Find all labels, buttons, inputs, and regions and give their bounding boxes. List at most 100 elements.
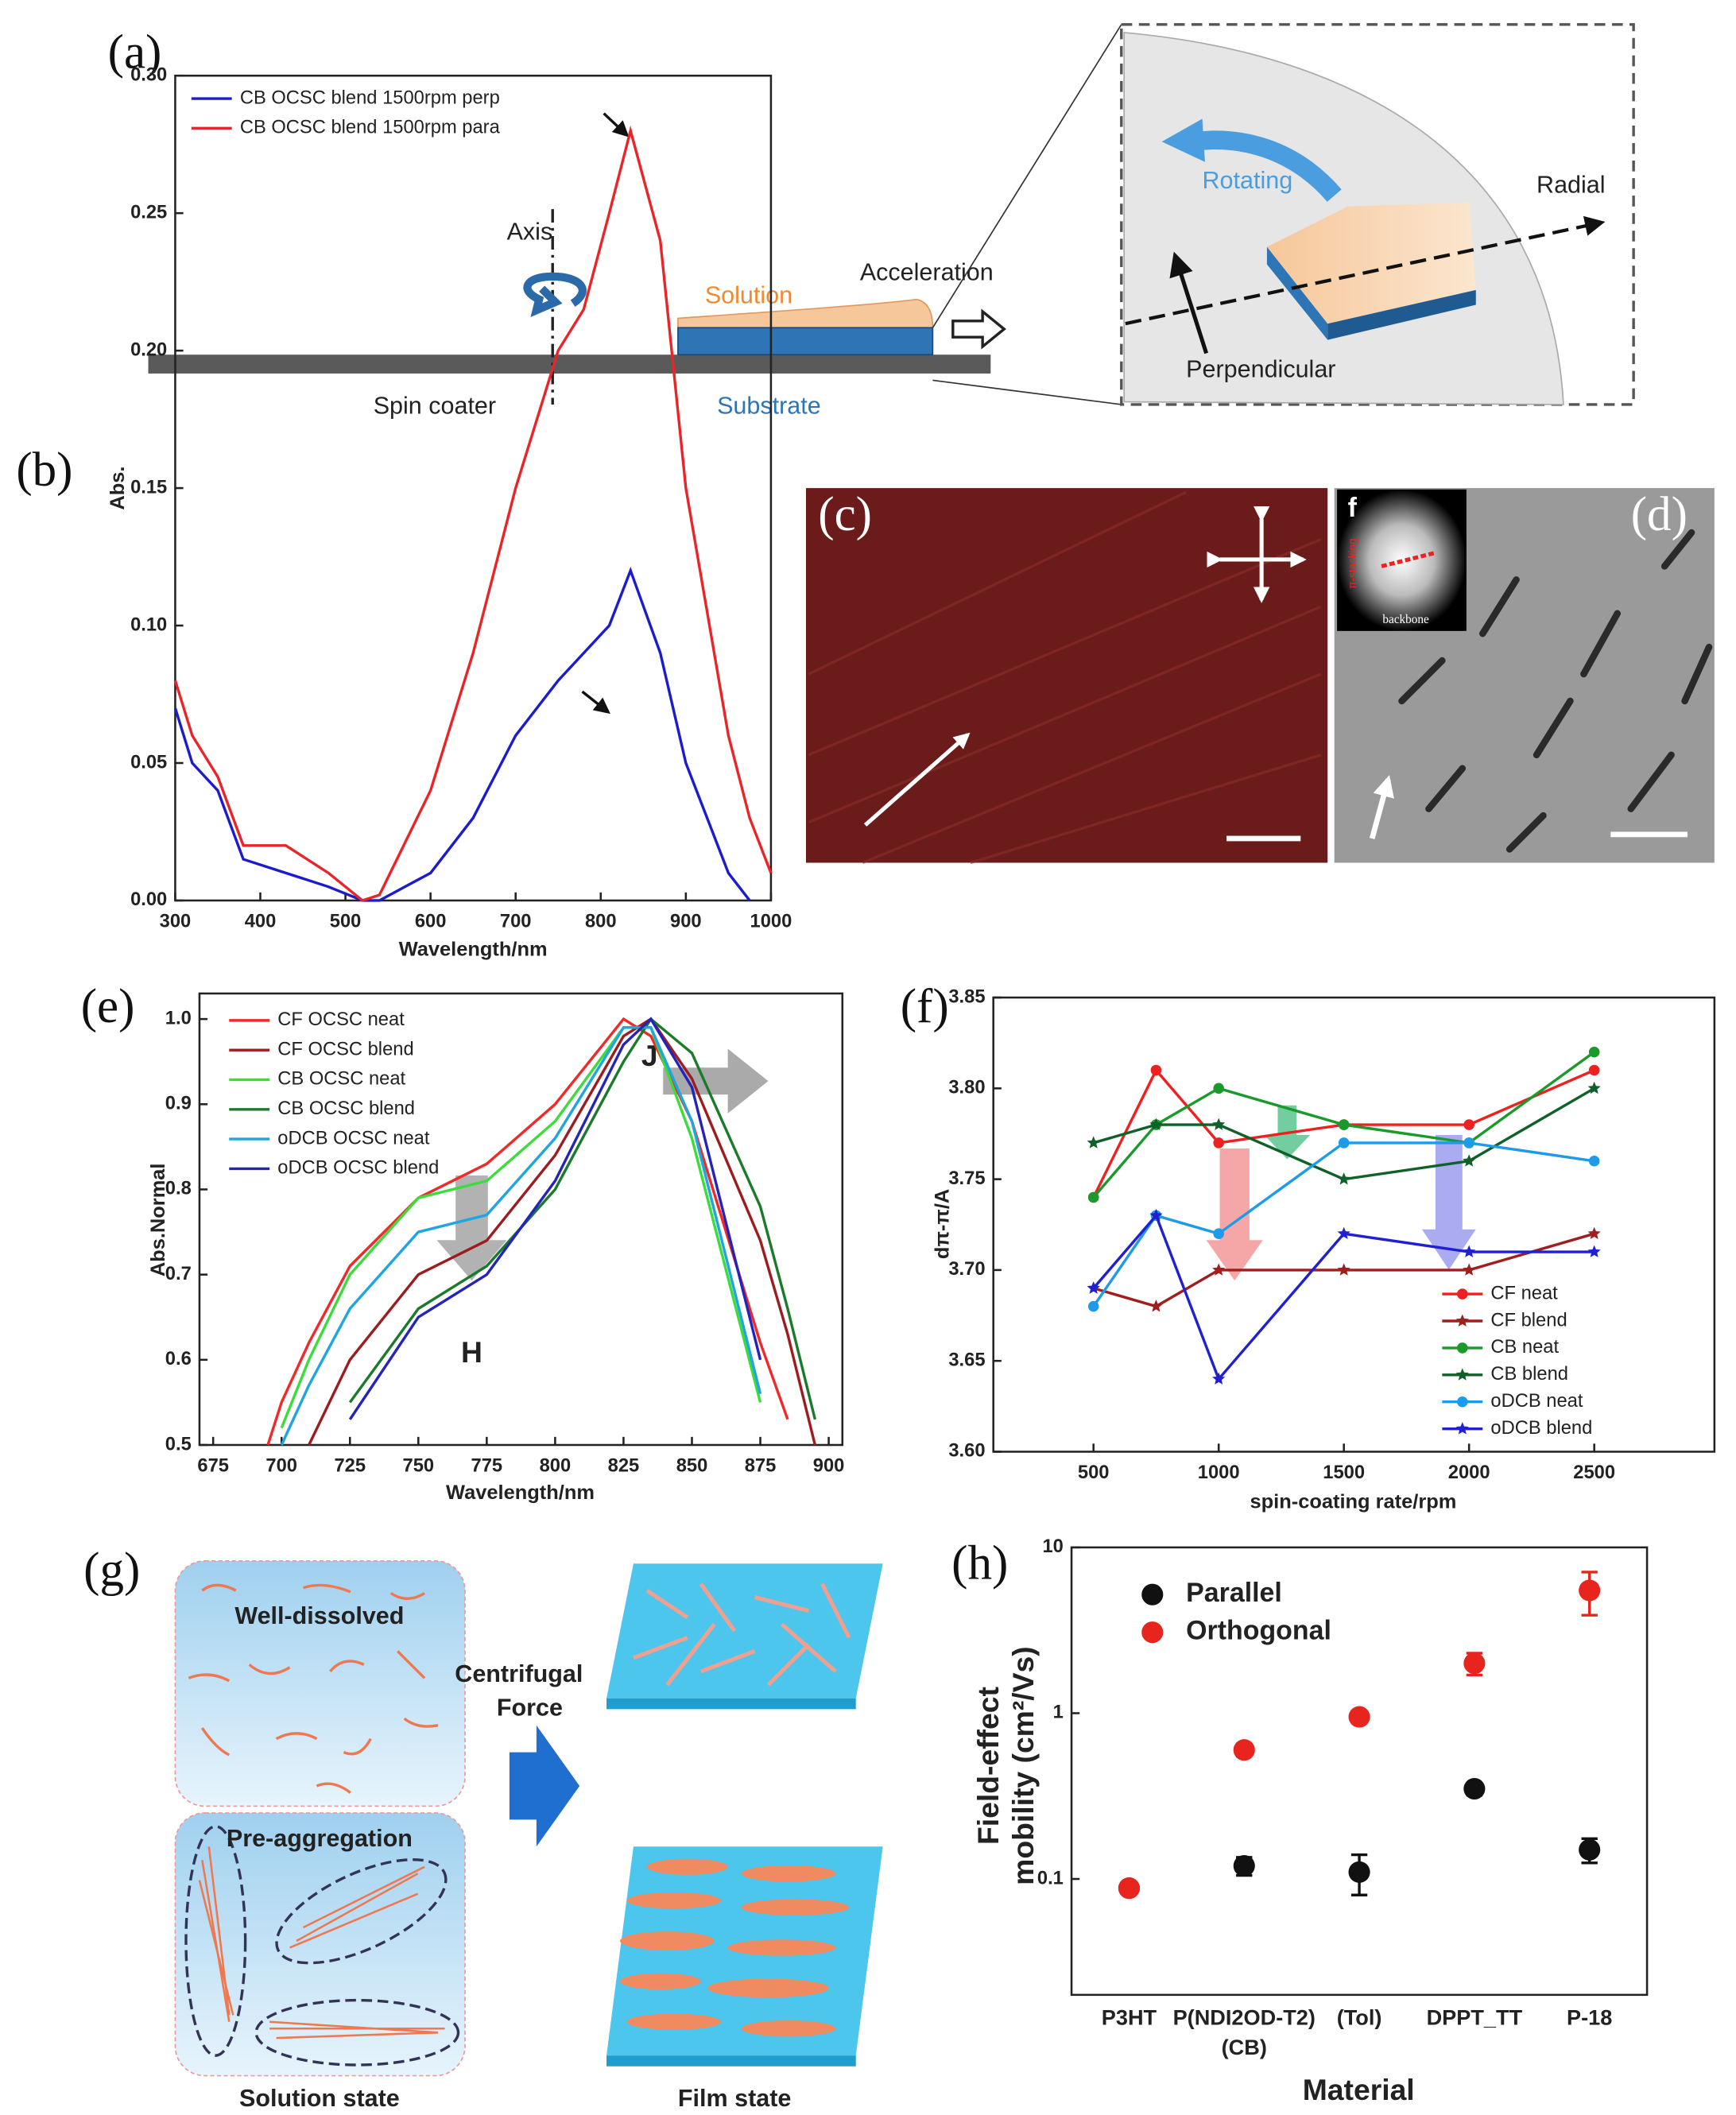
point — [1579, 1579, 1601, 1602]
inset-text: π-stacking — [1347, 538, 1358, 589]
rotate-arrow — [1191, 130, 1342, 202]
legend-label: CF blend — [1490, 1310, 1567, 1331]
point — [1337, 1172, 1350, 1185]
point — [1338, 1119, 1350, 1130]
y-tick-label: 3.85 — [948, 986, 985, 1007]
shift-arrow — [1206, 1148, 1263, 1281]
point — [1149, 1118, 1163, 1130]
panel-label: (f) — [901, 980, 949, 1033]
point — [1348, 1706, 1370, 1728]
label: Perpendicular — [1186, 356, 1335, 383]
annotation: J — [641, 1039, 658, 1072]
x-axis-label: Material — [1303, 2073, 1415, 2106]
series-line — [266, 1017, 789, 1446]
point — [1587, 1226, 1601, 1240]
x-tick-label: 825 — [608, 1455, 640, 1476]
x-tick-label: (CB) — [1222, 2035, 1267, 2059]
series-line — [1093, 1087, 1595, 1181]
aggregate-chains — [198, 1846, 445, 2039]
point — [1087, 1281, 1100, 1294]
point — [1463, 1245, 1476, 1257]
legend-label: CB OCSC blend 1500rpm para — [240, 118, 501, 138]
y-tick-label: 0.5 — [165, 1434, 192, 1455]
label: Spin coater — [374, 392, 496, 419]
x-tick-label: (Tol) — [1337, 2005, 1382, 2030]
point — [1118, 1877, 1141, 1900]
legend-label: Orthogonal — [1186, 1616, 1331, 1646]
point — [1463, 1652, 1486, 1675]
y-tick-label: 0.8 — [165, 1179, 192, 1199]
point — [1587, 1245, 1601, 1257]
series-line — [280, 1026, 762, 1446]
x-tick-label: 300 — [160, 911, 192, 932]
shift-arrow — [1421, 1135, 1476, 1270]
x-tick-label: 500 — [330, 911, 362, 932]
y-axis-label: Abs.Normal — [147, 1163, 169, 1276]
legend-label: CB OCSC blend — [277, 1098, 415, 1119]
point — [1213, 1083, 1224, 1094]
legend-label: CB neat — [1490, 1337, 1559, 1358]
point — [1348, 1861, 1370, 1883]
y-axis-label: dπ-π/A — [932, 1189, 954, 1259]
film — [606, 1563, 883, 1699]
point — [1579, 1838, 1601, 1861]
point — [1149, 1208, 1163, 1222]
substrate — [677, 327, 934, 356]
y-tick-label: 0.30 — [130, 64, 167, 85]
plot-frame — [174, 74, 773, 902]
diagram-a: (a) Axis Solution Acceleration Spin coat… — [108, 23, 1635, 419]
solution-box — [174, 1812, 466, 2077]
series-line — [1092, 1051, 1595, 1199]
x-tick-label: 800 — [540, 1455, 572, 1476]
point — [1588, 1064, 1600, 1076]
sample-side — [1266, 246, 1328, 340]
point — [1463, 1263, 1476, 1276]
y-tick-label: 3.75 — [948, 1168, 985, 1189]
y-tick-label: 0.7 — [165, 1264, 192, 1284]
label: Well-dissolved — [234, 1602, 404, 1629]
panel-label: (g) — [83, 1544, 140, 1597]
legend-marker — [1141, 1621, 1164, 1644]
peak-arrow — [581, 690, 610, 715]
chains — [188, 1583, 439, 1794]
aggregate — [254, 1998, 460, 2067]
x-tick-label: 400 — [245, 911, 277, 932]
legend-label: CF OCSC blend — [277, 1039, 413, 1059]
y-tick-label: 3.80 — [948, 1078, 985, 1098]
x-tick-label: 900 — [670, 911, 702, 932]
y-tick-label: 3.65 — [948, 1350, 985, 1370]
film-chains — [633, 1582, 851, 1687]
solution-box — [174, 1559, 466, 1807]
scale-bar — [1610, 831, 1688, 838]
series-line — [1092, 1213, 1595, 1382]
x-tick-label: 1000 — [750, 911, 792, 932]
legend-marker — [1455, 1368, 1469, 1381]
x-tick-label: 900 — [813, 1455, 845, 1476]
legend-marker — [1457, 1342, 1468, 1354]
series-line — [348, 1017, 817, 1420]
legend-label: Parallel — [1186, 1578, 1282, 1608]
x-tick-label: 500 — [1078, 1462, 1110, 1483]
point — [1337, 1226, 1350, 1240]
legend-label: CF OCSC neat — [277, 1009, 405, 1030]
x-tick-label: 600 — [415, 911, 447, 932]
series-line — [308, 1017, 817, 1446]
label: Film state — [678, 2085, 791, 2112]
x-tick-label: 850 — [676, 1455, 708, 1476]
y-tick-label: 0.00 — [130, 889, 167, 910]
shift-arrow — [663, 1048, 769, 1114]
y-tick-label: 10 — [1042, 1536, 1063, 1557]
y-tick-label: 0.6 — [165, 1349, 192, 1369]
point — [1588, 1046, 1600, 1058]
legend-label: oDCB OCSC blend — [277, 1158, 439, 1179]
y-tick-label: 0.10 — [130, 614, 167, 635]
point — [1463, 1777, 1486, 1800]
film-aggregates — [620, 1858, 850, 2037]
micrographs: (c) f backbone π-stacking (d) — [806, 488, 1715, 865]
y-tick-label: 3.60 — [948, 1441, 985, 1462]
label: Solution state — [239, 2085, 400, 2112]
plot-frame — [198, 992, 844, 1447]
point — [1213, 1137, 1224, 1149]
plot-frame — [992, 996, 1716, 1453]
label: Rotating — [1203, 167, 1293, 194]
